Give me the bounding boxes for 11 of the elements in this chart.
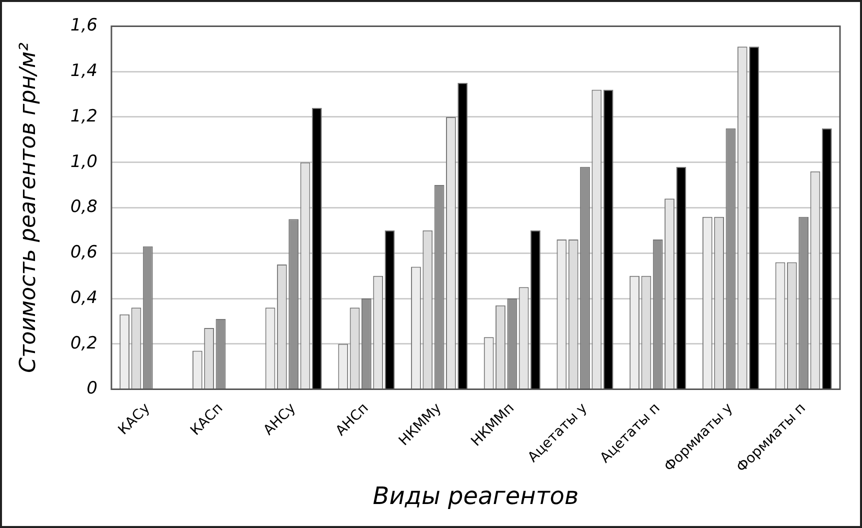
y-tick-label: 0,6 [70,242,98,263]
y-tick-label: 1,2 [70,106,98,126]
y-tick-label: 1,6 [70,16,98,36]
y-tick-label: 1,4 [70,61,98,82]
y-axis-title: Стоимость реагентов грн/м² [16,42,41,373]
y-tick-label: 0,4 [70,288,98,308]
y-tick-label: 0,2 [70,333,98,354]
x-axis-title: Виды реагентов [372,482,579,510]
y-tick-label: 1,0 [70,152,98,172]
y-tick-label: 0 [86,378,98,399]
y-tick-label: 0,8 [70,197,98,218]
